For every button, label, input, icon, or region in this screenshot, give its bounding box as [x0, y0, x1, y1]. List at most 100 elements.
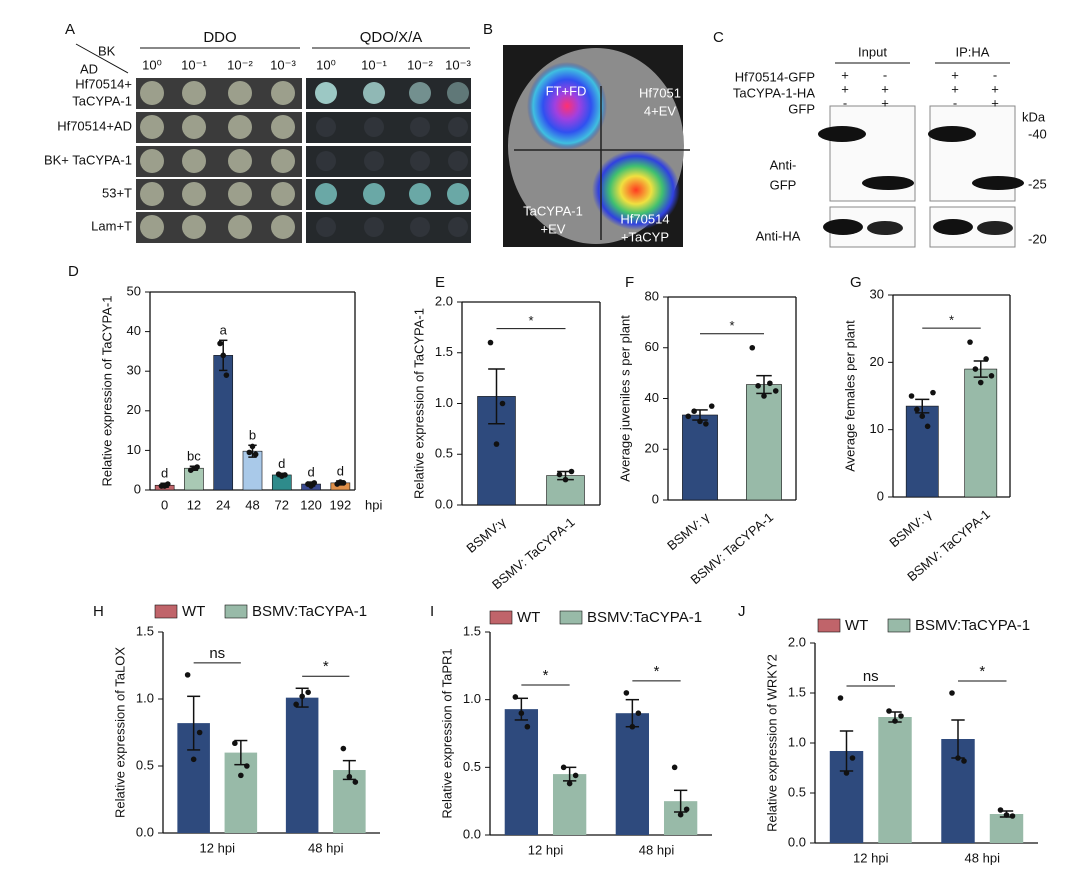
y-tick-label: 1.0 — [435, 395, 453, 410]
y-axis-label: Relative expression of TaCYPA-1 — [411, 308, 426, 499]
y-tick-label: 1.5 — [788, 684, 806, 699]
data-point — [914, 406, 920, 413]
yeast-spot — [182, 115, 206, 139]
data-point — [184, 672, 191, 678]
sig-letter: a — [220, 323, 228, 338]
sig-letter: d — [307, 465, 314, 480]
y-tick-label: 2.0 — [788, 634, 806, 649]
bar — [285, 697, 319, 833]
legend-swatch — [817, 618, 841, 633]
data-point — [293, 701, 299, 708]
y-tick-label: 0 — [134, 481, 141, 496]
row-label: GFP — [788, 101, 815, 116]
data-point — [892, 718, 898, 724]
band — [867, 221, 903, 235]
data-point — [671, 764, 678, 771]
y-tick-label: 0.0 — [463, 826, 481, 841]
yeast-spot — [315, 82, 337, 104]
data-point — [908, 393, 915, 399]
band — [933, 219, 973, 235]
sign: + — [991, 81, 999, 96]
y-tick-label: 80 — [645, 288, 659, 303]
data-point — [837, 695, 844, 701]
data-point — [572, 772, 579, 779]
panel-letter: F — [625, 274, 634, 291]
group-label: IP:HA — [956, 44, 990, 59]
band — [818, 126, 866, 142]
sig-label: * — [323, 658, 329, 675]
sig-label: * — [949, 313, 954, 328]
yeast-spot — [316, 217, 336, 237]
dilution-label: 10⁻³ — [445, 57, 471, 72]
y-tick-label: 0 — [652, 491, 659, 506]
media-label: DDO — [203, 29, 236, 46]
data-point — [886, 708, 892, 714]
yeast-spot — [228, 81, 252, 105]
y-tick-label: 1.0 — [136, 690, 154, 705]
sign: + — [881, 81, 889, 96]
panel-letter: D — [68, 263, 79, 280]
media-label: QDO/X/A — [360, 29, 423, 46]
data-point — [967, 339, 973, 345]
dilution-label: 10⁻³ — [270, 57, 296, 72]
data-point — [949, 690, 955, 696]
data-point — [849, 755, 856, 761]
yeast-spot — [410, 151, 430, 171]
panel-letter: A — [65, 21, 75, 38]
y-tick-label: 30 — [127, 363, 141, 378]
yeast-spot — [271, 115, 295, 139]
antibody-label: Anti-HA — [756, 228, 801, 243]
band — [862, 176, 914, 190]
y-tick-label: 50 — [127, 283, 141, 298]
data-point — [524, 723, 531, 730]
legend-swatch — [154, 604, 178, 619]
yeast-spot — [447, 82, 469, 104]
data-point — [761, 393, 767, 399]
sig-label: ns — [863, 668, 879, 685]
sign: - — [993, 67, 997, 82]
yeast-spot — [410, 217, 430, 237]
bar — [615, 713, 650, 835]
bar — [184, 467, 204, 491]
antibody-label: GFP — [770, 177, 797, 192]
data-point — [988, 373, 995, 379]
legend-label: BSMV:TaCYPA-1 — [252, 603, 367, 620]
leaf-label: +TaCYP — [621, 229, 669, 244]
data-point — [629, 723, 636, 730]
y-tick-label: 0.0 — [136, 824, 154, 839]
yeast-spot — [316, 117, 336, 137]
data-point — [352, 779, 359, 785]
leaf-label: 4+EV — [644, 103, 676, 118]
data-point — [238, 772, 244, 779]
y-tick-label: 10 — [870, 421, 884, 436]
bar — [682, 414, 718, 501]
y-axis-label: Relative expression of WRKY2 — [764, 654, 779, 832]
yeast-spot — [182, 215, 206, 239]
data-point — [190, 756, 197, 763]
sign: + — [841, 67, 849, 82]
dilution-label: 10⁻¹ — [361, 57, 387, 72]
yeast-spot — [140, 215, 164, 239]
y-tick-label: 10 — [127, 442, 141, 457]
sign: + — [881, 95, 889, 110]
row-label: Hf70514+ — [75, 76, 132, 91]
yeast-spot — [364, 117, 384, 137]
data-point — [755, 383, 761, 389]
x-tick-label: 0 — [161, 497, 168, 512]
signal-spot — [527, 62, 607, 150]
y-tick-label: 20 — [870, 354, 884, 369]
y-tick-label: 1.0 — [788, 734, 806, 749]
data-point — [1003, 812, 1010, 818]
leaf-label: TaCYPA-1 — [523, 203, 583, 218]
panel-letter: G — [850, 274, 862, 291]
y-tick-label: 0 — [877, 488, 884, 503]
y-axis-label: Relative expression of TaCYPA-1 — [99, 295, 114, 486]
data-point — [843, 770, 850, 776]
yeast-spot — [182, 182, 206, 206]
data-point — [767, 380, 773, 387]
y-tick-label: 1.5 — [435, 344, 453, 359]
bar — [333, 770, 366, 833]
panel-letter: E — [435, 274, 445, 291]
data-point — [972, 366, 979, 372]
data-point — [708, 403, 715, 409]
